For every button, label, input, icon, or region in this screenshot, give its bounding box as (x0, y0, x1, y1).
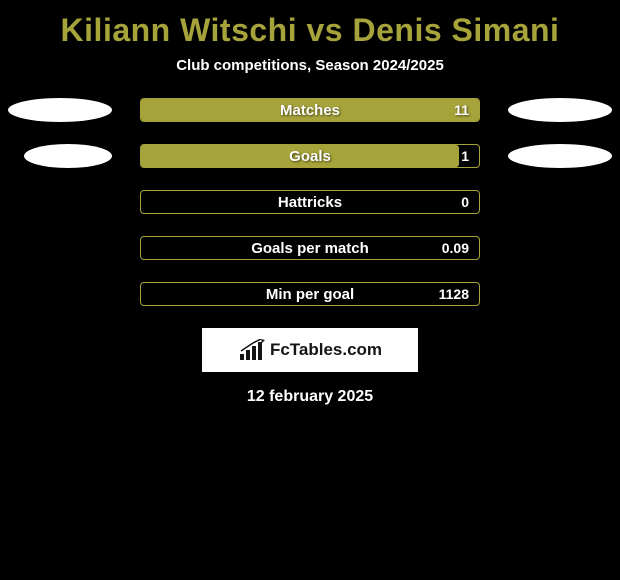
stat-value: 1 (461, 148, 469, 164)
stat-row: Hattricks 0 (0, 190, 620, 214)
stat-value: 11 (454, 102, 469, 118)
stat-row: Goals per match 0.09 (0, 236, 620, 260)
stat-label: Goals (289, 148, 331, 165)
comparison-infographic: Kiliann Witschi vs Denis Simani Club com… (0, 0, 620, 406)
site-logo[interactable]: FcTables.com (202, 328, 418, 372)
stat-row: Goals 1 (0, 144, 620, 168)
right-marker-ellipse (508, 144, 612, 168)
stat-bar: Matches 11 (140, 98, 480, 122)
subtitle: Club competitions, Season 2024/2025 (0, 53, 620, 98)
right-marker-ellipse (508, 98, 612, 122)
stat-bar: Goals per match 0.09 (140, 236, 480, 260)
stat-bar: Goals 1 (140, 144, 480, 168)
left-marker-ellipse (24, 144, 112, 168)
stat-value: 0.09 (442, 240, 469, 256)
page-title: Kiliann Witschi vs Denis Simani (0, 6, 620, 53)
stat-row: Min per goal 1128 (0, 282, 620, 306)
stat-value: 0 (461, 194, 469, 210)
left-marker-ellipse (8, 98, 112, 122)
stat-bar: Min per goal 1128 (140, 282, 480, 306)
date-label: 12 february 2025 (0, 372, 620, 406)
stat-label: Min per goal (266, 286, 354, 303)
stat-bar: Hattricks 0 (140, 190, 480, 214)
logo-inner: FcTables.com (238, 339, 382, 361)
stat-label: Goals per match (251, 240, 369, 257)
stat-value: 1128 (439, 286, 469, 302)
stats-block: Matches 11 Goals 1 Hattricks 0 (0, 98, 620, 306)
bar-chart-icon (238, 339, 266, 361)
stat-label: Hattricks (278, 194, 342, 211)
stat-label: Matches (280, 102, 340, 119)
stat-row: Matches 11 (0, 98, 620, 122)
logo-text: FcTables.com (270, 340, 382, 360)
